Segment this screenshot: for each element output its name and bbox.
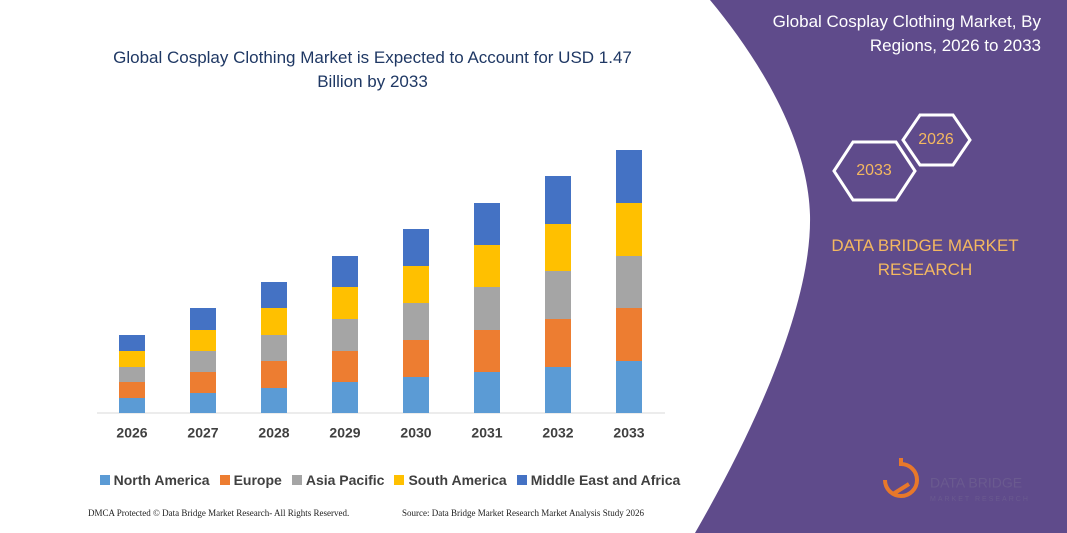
bar-segment <box>403 266 429 303</box>
bar-segment <box>616 256 642 308</box>
bar-segment <box>190 393 216 413</box>
legend-label: Asia Pacific <box>305 472 385 488</box>
bar-segment <box>616 203 642 256</box>
legend-swatch <box>99 475 110 485</box>
bar-segment <box>474 287 500 330</box>
hexagon <box>832 140 917 202</box>
bar-segment <box>616 308 642 361</box>
bar-segment <box>119 351 145 367</box>
bar-segment <box>119 367 145 382</box>
x-tick-label: 2030 <box>400 425 431 441</box>
legend-label: North America <box>113 472 210 488</box>
bar-segment <box>261 308 287 335</box>
legend-swatch <box>394 475 405 485</box>
logo-icon <box>883 458 919 498</box>
bar-segment <box>545 176 571 224</box>
bar-segment <box>616 150 642 203</box>
bar-segment <box>119 398 145 413</box>
footer-left: DMCA Protected © Data Bridge Market Rese… <box>88 508 350 518</box>
bar-segment <box>332 319 358 351</box>
bar-segment <box>474 245 500 287</box>
bar-segment <box>403 229 429 266</box>
bar-segment <box>190 351 216 372</box>
x-tick-label: 2031 <box>471 425 502 441</box>
bar-segment <box>474 372 500 413</box>
side-panel <box>695 0 1067 533</box>
bar-segment <box>332 351 358 382</box>
bar-segment <box>332 287 358 319</box>
bar-segment <box>545 367 571 413</box>
legend-label: Europe <box>233 472 282 488</box>
legend-item: Europe <box>219 472 282 488</box>
hex-label: 2026 <box>918 131 954 148</box>
legend: North America Europe Asia Pacific South Ame… <box>90 472 690 488</box>
legend-item: Asia Pacific <box>291 472 385 488</box>
hex-label: 2033 <box>856 162 892 179</box>
legend-swatch <box>516 475 527 485</box>
bar-segment <box>261 361 287 388</box>
bar-segment <box>403 340 429 377</box>
bar-segment <box>261 335 287 361</box>
x-tick-label: 2027 <box>187 425 218 441</box>
x-tick-label: 2033 <box>613 425 644 441</box>
bar-segment <box>545 319 571 367</box>
footer-right: Source: Data Bridge Market Research Mark… <box>402 508 644 518</box>
bar-segment <box>119 382 145 398</box>
legend-label: Middle East and Africa <box>530 472 681 488</box>
bar-segment <box>545 271 571 319</box>
legend-item: North America <box>99 472 210 488</box>
legend-swatch <box>219 475 230 485</box>
bar-segment <box>616 361 642 413</box>
bar-segment <box>119 335 145 351</box>
panel-title: Global Cosplay Clothing Market, By Regio… <box>772 12 1041 55</box>
bar-segment <box>332 382 358 413</box>
bar-segment <box>332 256 358 287</box>
logo-name: DATA BRIDGE <box>930 475 1022 491</box>
bar-segment <box>261 388 287 413</box>
legend-swatch <box>291 475 302 485</box>
x-tick-label: 2026 <box>116 425 147 441</box>
bar-segment <box>474 330 500 372</box>
bar-segment <box>403 377 429 413</box>
brand: DATA BRIDGE MARKET RESEARCH <box>831 236 1019 279</box>
legend-item: South America <box>394 472 507 488</box>
x-tick-label: 2029 <box>329 425 360 441</box>
bar-segment <box>403 303 429 340</box>
bar-segment <box>190 372 216 393</box>
bar-segment <box>190 330 216 351</box>
x-tick-label: 2032 <box>542 425 573 441</box>
logo-tagline: MARKET RESEARCH <box>930 496 1030 503</box>
legend-label: South America <box>408 472 507 488</box>
bar-segment <box>545 224 571 271</box>
bar-segment <box>261 282 287 308</box>
hexagon <box>901 113 972 167</box>
bar-segment <box>190 308 216 330</box>
x-tick-label: 2028 <box>258 425 289 441</box>
legend-item: Middle East and Africa <box>516 472 681 488</box>
chart-title: Global Cosplay Clothing Market is Expect… <box>113 48 632 91</box>
bar-segment <box>474 203 500 245</box>
